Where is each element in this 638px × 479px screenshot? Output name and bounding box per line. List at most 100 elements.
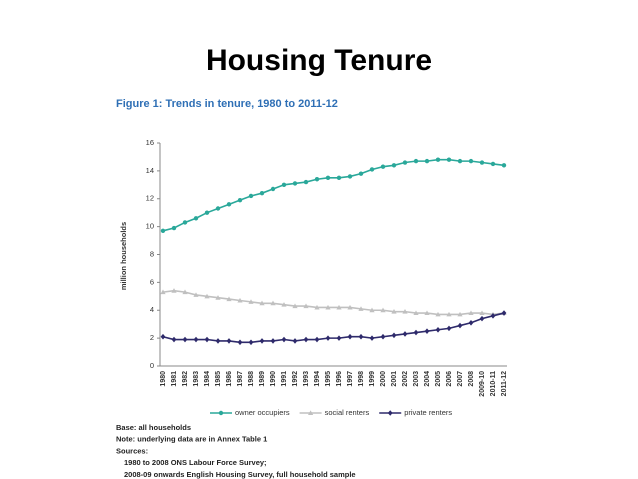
data-point (237, 197, 243, 203)
note: 1980 to 2008 ONS Labour Force Survey; (124, 458, 267, 467)
data-point (380, 333, 386, 340)
x-tick-label: 1993 (303, 371, 310, 387)
legend-marker (218, 410, 224, 416)
data-point (215, 295, 221, 300)
data-point (281, 182, 287, 188)
data-point (490, 313, 496, 319)
data-point (336, 304, 342, 310)
x-tick-label: 1995 (325, 371, 332, 387)
x-tick-label: 1992 (292, 371, 299, 387)
x-tick-label: 2000 (380, 371, 387, 387)
data-point (237, 297, 243, 303)
data-point (501, 310, 507, 316)
x-tick-label: 1991 (281, 371, 288, 387)
data-point (226, 296, 232, 302)
note: 2008-09 onwards English Housing Survey, … (124, 470, 356, 479)
data-point (303, 303, 309, 309)
data-point (171, 288, 177, 293)
data-point (193, 336, 199, 343)
y-tick-label: 0 (150, 361, 154, 370)
data-point (358, 171, 364, 176)
data-point (292, 303, 298, 309)
y-tick-label: 16 (146, 138, 154, 147)
data-point (171, 225, 177, 231)
x-tick-label: 2005 (435, 371, 442, 387)
data-point (325, 175, 331, 181)
x-tick-label: 2011-12 (501, 371, 508, 396)
data-point (391, 332, 397, 339)
x-tick-label: 1981 (171, 371, 178, 387)
data-point (292, 338, 298, 344)
data-point (347, 174, 353, 179)
note: Base: all households (116, 423, 191, 432)
data-point (457, 158, 463, 164)
data-point (457, 311, 463, 317)
data-point (325, 335, 331, 341)
x-tick-label: 1990 (270, 371, 277, 387)
data-point (347, 333, 353, 340)
data-point (391, 163, 397, 168)
x-tick-label: 1987 (237, 371, 244, 387)
data-point (204, 336, 210, 343)
data-point (358, 306, 364, 311)
series-line (162, 289, 505, 316)
data-point (413, 310, 419, 316)
y-tick-label: 4 (150, 305, 154, 314)
x-tick-label: 2007 (457, 371, 464, 387)
x-tick-label: 2003 (413, 371, 420, 387)
note: Sources: (116, 446, 148, 455)
x-tick-label: 2009-10 (479, 371, 486, 397)
data-point (248, 193, 254, 199)
x-tick-label: 2002 (402, 371, 409, 387)
x-tick-label: 1994 (314, 371, 321, 387)
data-point (182, 336, 188, 343)
data-point (226, 202, 232, 207)
x-tick-label: 1980 (160, 371, 167, 387)
data-point (358, 333, 364, 340)
x-tick-label: 1989 (259, 371, 266, 387)
data-point (193, 292, 199, 297)
data-point (160, 228, 166, 234)
data-point (281, 336, 287, 343)
legend-label: social renters (325, 408, 370, 417)
data-point (380, 164, 386, 169)
data-point (314, 304, 320, 310)
data-point (270, 300, 276, 306)
data-point (479, 310, 485, 316)
data-point (479, 315, 485, 322)
legend-label: private renters (404, 408, 452, 417)
x-tick-label: 1985 (215, 371, 222, 387)
x-tick-label: 1996 (336, 371, 343, 387)
x-tick-label: 1999 (369, 371, 376, 387)
data-point (446, 157, 452, 162)
y-tick-label: 10 (146, 222, 154, 231)
data-point (204, 293, 210, 299)
data-point (325, 304, 331, 310)
x-tick-label: 2010-11 (490, 371, 497, 396)
x-tick-label: 1998 (358, 371, 365, 387)
data-point (336, 175, 342, 181)
data-point (468, 310, 474, 316)
data-point (259, 190, 265, 196)
data-point (424, 310, 430, 316)
data-point (435, 157, 441, 162)
x-tick-label: 1983 (193, 371, 200, 387)
data-point (402, 309, 408, 314)
data-point (204, 210, 210, 215)
data-point (248, 339, 254, 346)
y-tick-label: 12 (146, 194, 154, 203)
x-tick-label: 1986 (226, 371, 233, 387)
data-point (171, 336, 177, 343)
slide-title: Housing Tenure (206, 44, 432, 77)
x-tick-label: 1988 (248, 371, 255, 387)
data-point (303, 179, 309, 185)
data-point (369, 335, 375, 341)
data-point (369, 307, 375, 313)
data-point (259, 300, 265, 306)
y-tick-label: 8 (150, 249, 154, 258)
data-point (402, 160, 408, 165)
data-point (413, 329, 419, 336)
data-point (468, 319, 474, 326)
data-point (457, 322, 463, 329)
data-point (160, 333, 166, 340)
